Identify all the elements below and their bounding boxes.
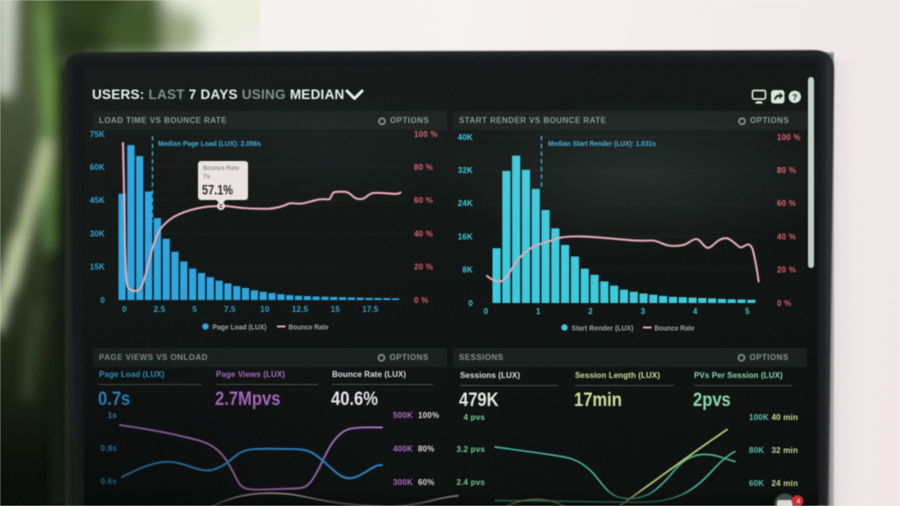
svg-text:4: 4 <box>796 498 800 505</box>
